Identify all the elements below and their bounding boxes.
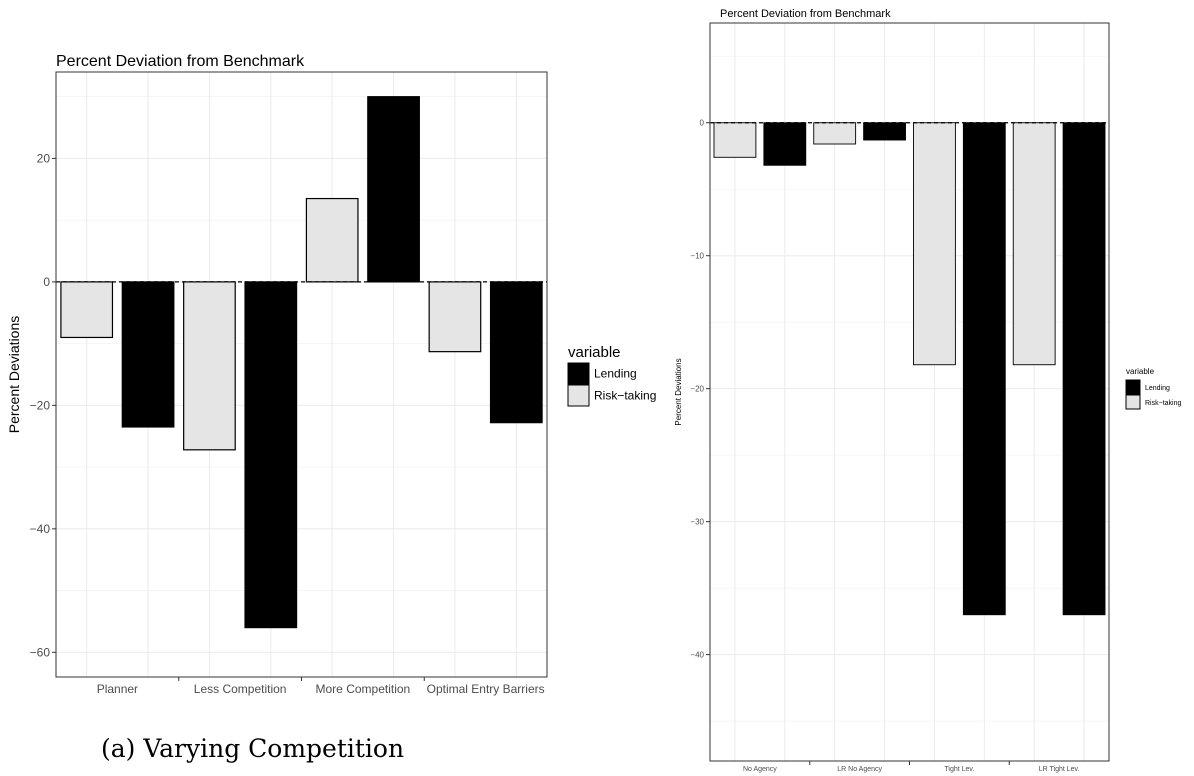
- x-tick-label: Less Competition: [194, 682, 287, 696]
- bar-lending: [863, 122, 906, 141]
- x-tick-label: More Competition: [316, 682, 411, 696]
- chart-2: 0 −10 −20 −30 −40 No Agency LR No Agency Tight …: [674, 8, 1181, 773]
- chart-title: Percent Deviation from Benchmark: [720, 8, 891, 20]
- legend-key: [1125, 379, 1141, 395]
- bar-lending: [367, 96, 420, 283]
- chart-title: Percent Deviation from Benchmark: [56, 53, 305, 70]
- bar-lending: [763, 122, 807, 166]
- y-tick-label: −40: [30, 522, 51, 536]
- y-tick-label: −20: [30, 399, 51, 413]
- bar-risk-taking: [813, 122, 857, 145]
- figure-caption: (a) Varying Competition: [101, 734, 404, 763]
- y-tick-label: 0: [43, 275, 50, 289]
- legend-label: Lending: [594, 366, 637, 380]
- legend-label: Lending: [1145, 385, 1170, 392]
- bar-risk-taking: [305, 197, 359, 283]
- y-tick-label: −30: [690, 517, 704, 526]
- x-tick-label: LR No Agency: [837, 766, 882, 773]
- bar-risk-taking: [428, 281, 482, 353]
- bar-lending: [121, 281, 175, 428]
- legend-title: variable: [568, 344, 621, 361]
- y-tick-label: −60: [30, 646, 51, 660]
- x-tick-label: Optimal Entry Barriers: [427, 682, 545, 696]
- legend-key: [1125, 394, 1141, 410]
- legend: variable Lending Risk−taking: [567, 344, 656, 407]
- bar-risk-taking: [713, 122, 757, 158]
- y-axis-label: Percent Deviations: [6, 316, 22, 434]
- bar-lending: [1062, 122, 1106, 616]
- chart-1: 20 0 −20 −40 −60 Planner Less Competition More …: [6, 53, 656, 763]
- y-tick-label: −20: [690, 384, 704, 393]
- legend-label: Risk−taking: [1145, 400, 1181, 407]
- legend-key: [567, 362, 590, 385]
- bar-risk-taking: [60, 281, 114, 339]
- x-tick-label: Tight Lev.: [944, 766, 974, 773]
- legend-key: [567, 384, 590, 407]
- legend-label: Risk−taking: [594, 388, 656, 402]
- y-axis-label: Percent Deviations: [674, 358, 683, 425]
- bar-risk-taking: [183, 281, 236, 451]
- y-tick-label: 20: [37, 152, 51, 166]
- legend: variable Lending Risk−taking: [1125, 367, 1181, 410]
- y-tick-label: −40: [690, 650, 704, 659]
- x-tick-label: No Agency: [743, 766, 777, 773]
- y-tick-label: −10: [690, 252, 704, 261]
- bar-lending: [244, 281, 298, 629]
- legend-title: variable: [1126, 367, 1155, 376]
- bar-lending: [489, 281, 543, 424]
- bar-risk-taking: [1012, 122, 1056, 366]
- x-tick-label: LR Tight Lev.: [1039, 766, 1080, 773]
- bar-lending: [962, 122, 1006, 616]
- bar-risk-taking: [913, 122, 956, 366]
- y-tick-label: 0: [700, 119, 705, 128]
- x-tick-label: Planner: [97, 682, 138, 696]
